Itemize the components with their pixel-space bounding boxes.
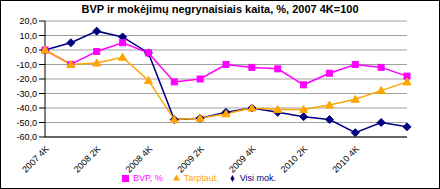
svg-text:2009 2K: 2009 2K — [175, 144, 206, 175]
svg-text:2007 4K: 2007 4K — [20, 144, 51, 175]
svg-text:-30,0: -30,0 — [16, 89, 37, 99]
svg-text:-40,0: -40,0 — [16, 103, 37, 113]
html-text:BVP ir mokėjimų negrynaisiais: BVP ir mokėjimų negrynaisiais kaita, %, … — [81, 3, 359, 15]
svg-text:2008 4K: 2008 4K — [124, 144, 155, 175]
svg-text:-20,0: -20,0 — [16, 74, 37, 84]
html-text:Tarptaut.: Tarptaut. — [183, 173, 219, 183]
html-text:Visi mok.: Visi mok. — [239, 173, 277, 183]
svg-text:2010 4K: 2010 4K — [330, 144, 361, 175]
svg-text:2008 2K: 2008 2K — [72, 144, 103, 175]
svg-text:20,0: 20,0 — [19, 17, 37, 26]
svg-text:0,0: 0,0 — [24, 45, 37, 55]
svg-text:10,0: 10,0 — [19, 31, 37, 41]
svg-text:-50,0: -50,0 — [16, 118, 37, 128]
svg-text:-60,0: -60,0 — [16, 132, 37, 142]
svg-text:2009 4K: 2009 4K — [227, 144, 258, 175]
html-text:BVP, %: BVP, % — [132, 173, 163, 183]
svg-text:2010 2K: 2010 2K — [279, 144, 310, 175]
svg-text:-10,0: -10,0 — [16, 60, 37, 70]
